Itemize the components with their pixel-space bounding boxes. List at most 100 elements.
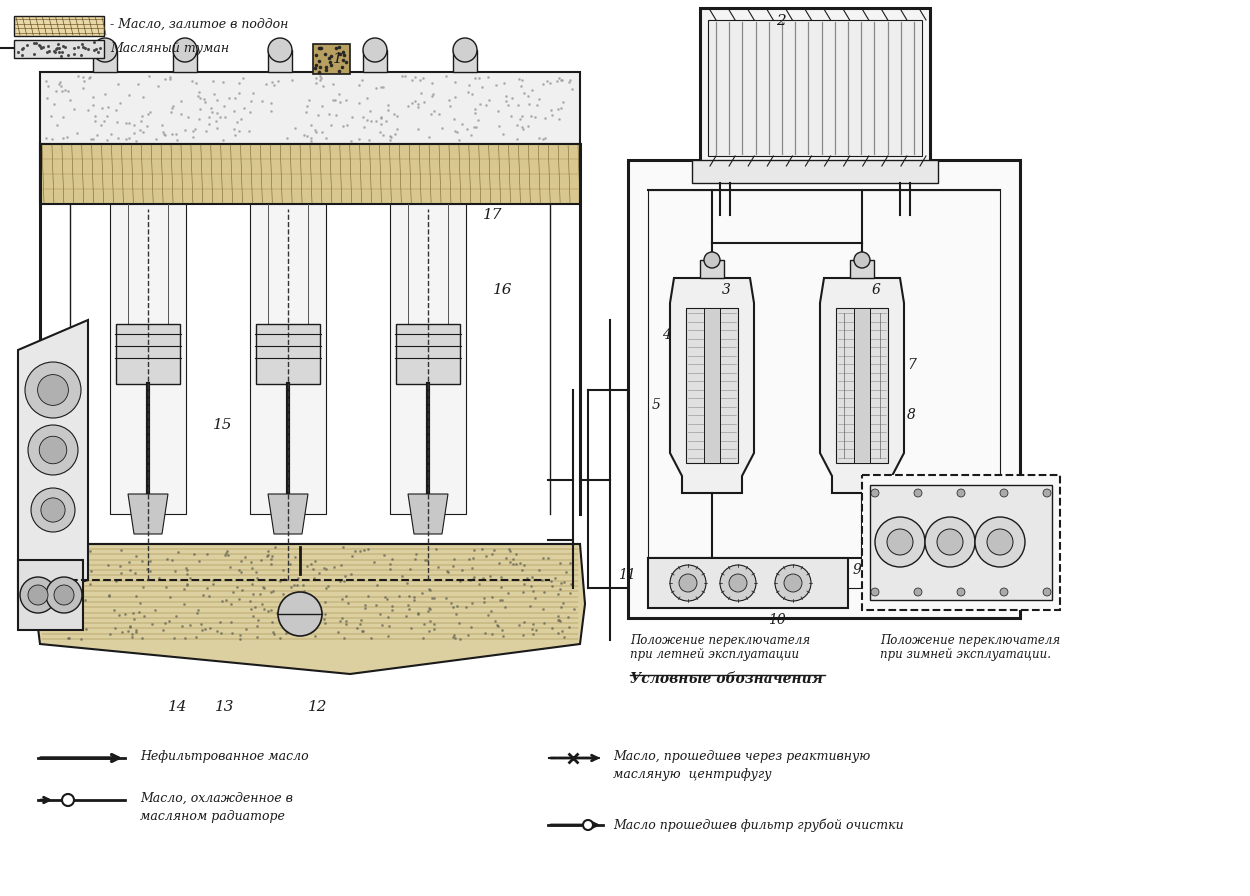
Point bbox=[431, 121, 451, 135]
Circle shape bbox=[679, 574, 698, 592]
Point bbox=[196, 547, 216, 562]
Point bbox=[151, 118, 171, 133]
Point bbox=[126, 549, 146, 564]
Point bbox=[121, 630, 141, 644]
Point bbox=[360, 104, 380, 118]
Point bbox=[314, 561, 334, 575]
Point bbox=[240, 602, 260, 616]
Circle shape bbox=[20, 577, 56, 613]
Polygon shape bbox=[18, 320, 88, 600]
Point bbox=[164, 631, 184, 645]
Point bbox=[192, 623, 213, 637]
Point bbox=[230, 628, 250, 642]
Point bbox=[261, 104, 281, 118]
Point bbox=[210, 615, 230, 629]
Bar bbox=[390, 204, 466, 514]
Point bbox=[350, 617, 370, 632]
Point bbox=[281, 581, 301, 595]
Point bbox=[548, 102, 568, 116]
Bar bbox=[268, 50, 292, 72]
Point bbox=[49, 37, 69, 51]
Point bbox=[354, 543, 374, 557]
Point bbox=[521, 83, 541, 98]
Point bbox=[294, 583, 314, 598]
Point bbox=[551, 73, 571, 87]
Point bbox=[506, 117, 526, 132]
Point bbox=[331, 558, 351, 573]
Point bbox=[284, 578, 304, 592]
Point bbox=[225, 127, 245, 142]
Point bbox=[378, 103, 398, 117]
Point bbox=[439, 92, 459, 107]
Point bbox=[64, 102, 84, 116]
Point bbox=[511, 120, 531, 134]
Point bbox=[461, 620, 481, 634]
Point bbox=[381, 603, 401, 617]
Point bbox=[461, 127, 481, 142]
Point bbox=[70, 48, 90, 63]
Circle shape bbox=[41, 498, 65, 522]
Bar bbox=[40, 72, 580, 144]
Point bbox=[488, 619, 508, 633]
Point bbox=[419, 624, 439, 638]
Point bbox=[329, 40, 349, 55]
Point bbox=[542, 579, 562, 593]
Point bbox=[419, 582, 439, 597]
Point bbox=[127, 76, 148, 90]
Point bbox=[72, 81, 92, 95]
Point bbox=[442, 630, 462, 644]
Point bbox=[450, 133, 470, 147]
Circle shape bbox=[54, 585, 74, 605]
Point bbox=[242, 86, 262, 100]
Text: Масло, охлажденное в: Масло, охлажденное в bbox=[140, 792, 292, 805]
Point bbox=[464, 572, 484, 586]
Circle shape bbox=[854, 252, 870, 268]
Point bbox=[296, 129, 316, 143]
Point bbox=[62, 590, 82, 604]
Point bbox=[422, 86, 442, 100]
Point bbox=[414, 95, 434, 109]
Point bbox=[444, 599, 464, 614]
Point bbox=[58, 48, 78, 63]
Point bbox=[124, 612, 144, 626]
Point bbox=[558, 610, 578, 625]
Point bbox=[534, 602, 554, 616]
Point bbox=[518, 572, 538, 586]
Point bbox=[526, 98, 546, 112]
Point bbox=[18, 39, 38, 53]
Point bbox=[242, 587, 262, 601]
Point bbox=[541, 103, 561, 117]
Text: Условные обозначения: Условные обозначения bbox=[630, 672, 822, 686]
Point bbox=[491, 571, 511, 585]
Point bbox=[256, 77, 276, 91]
Circle shape bbox=[871, 588, 879, 596]
Point bbox=[169, 545, 189, 559]
Circle shape bbox=[38, 375, 69, 405]
Point bbox=[50, 568, 70, 582]
Point bbox=[216, 544, 236, 558]
Point bbox=[399, 589, 419, 603]
Point bbox=[548, 625, 568, 640]
Point bbox=[180, 618, 200, 633]
Point bbox=[166, 609, 186, 624]
Point bbox=[261, 96, 281, 110]
Point bbox=[420, 614, 440, 628]
Point bbox=[478, 70, 498, 84]
Point bbox=[514, 616, 534, 630]
Point bbox=[69, 40, 89, 55]
Point bbox=[265, 540, 285, 555]
Point bbox=[105, 620, 125, 634]
Point bbox=[11, 42, 31, 56]
Point bbox=[444, 558, 464, 573]
Point bbox=[305, 554, 325, 568]
Point bbox=[374, 547, 394, 562]
Point bbox=[334, 632, 354, 646]
Point bbox=[88, 128, 108, 142]
Point bbox=[75, 554, 95, 568]
Point bbox=[106, 574, 126, 589]
Point bbox=[234, 100, 254, 115]
Point bbox=[332, 59, 352, 73]
Point bbox=[138, 118, 158, 133]
Point bbox=[274, 563, 294, 577]
Point bbox=[410, 73, 430, 87]
